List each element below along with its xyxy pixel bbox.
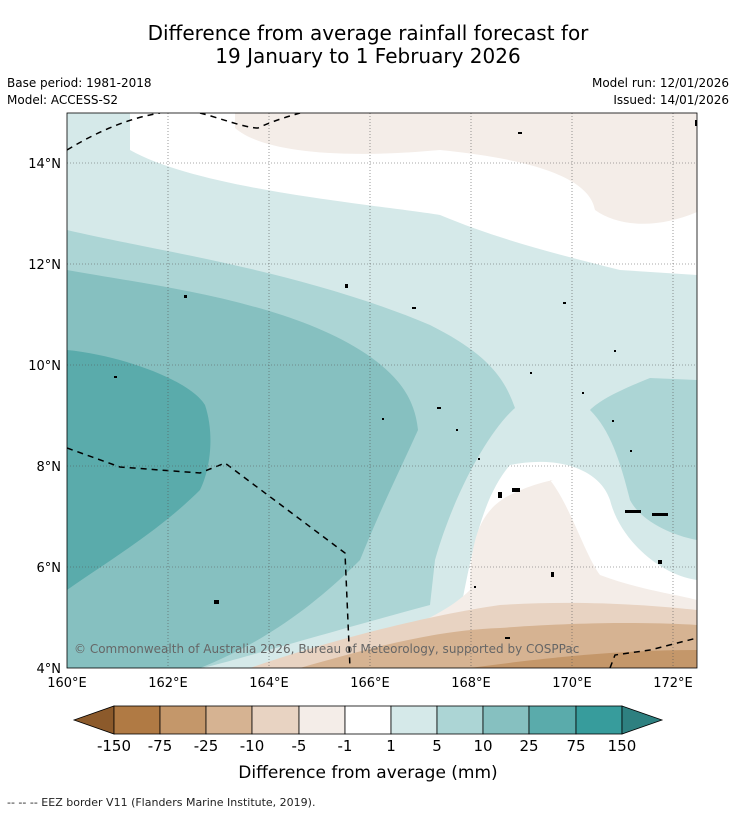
issued-date: Issued: 14/01/2026 <box>613 93 729 107</box>
wet-25mm-core <box>67 350 211 590</box>
lat-label: 12°N <box>28 258 61 273</box>
lat-label: 6°N <box>37 561 62 576</box>
eez-footnote: -- -- -- EEZ border V11 (Flanders Marine… <box>7 796 316 809</box>
colorbar-swatch <box>575 705 623 735</box>
colorbar-tick: 25 <box>519 737 538 755</box>
lon-label: 170°E <box>552 676 592 691</box>
map-gridlines <box>67 113 697 668</box>
colorbar-swatch <box>113 705 161 735</box>
meta-right: Model run: 12/01/2026 Issued: 14/01/2026 <box>592 75 729 109</box>
colorbar-tick: 1 <box>386 737 396 755</box>
colorbar-swatch <box>344 705 392 735</box>
colorbar-ticks: -150 -75 -25 -10 -5 -1 1 5 10 25 75 150 <box>97 737 636 755</box>
colorbar-extend-high <box>621 705 664 735</box>
colorbar-tick: 75 <box>566 737 585 755</box>
colorbar-tick: 10 <box>473 737 492 755</box>
lat-axis: 14°N 12°N 10°N 8°N 6°N 4°N <box>28 157 61 677</box>
title-line-1: Difference from average rainfall forecas… <box>147 21 589 45</box>
eez-border-nw <box>67 113 161 151</box>
map-contours <box>67 113 697 668</box>
colorbar-swatch <box>482 705 530 735</box>
lat-label: 10°N <box>28 359 61 374</box>
eez-border-n <box>199 113 301 129</box>
copyright-text: © Commonwealth of Australia 2026, Bureau… <box>74 642 579 656</box>
lat-label: 14°N <box>28 157 61 172</box>
wet-5mm-east <box>590 378 697 540</box>
lon-label: 164°E <box>249 676 289 691</box>
colorbar-tick: -1 <box>338 737 353 755</box>
lat-label: 8°N <box>37 460 62 475</box>
colorbar-swatch <box>298 705 346 735</box>
lat-label: 4°N <box>37 662 62 677</box>
colorbar-swatch <box>528 705 577 735</box>
model-name: Model: ACCESS-S2 <box>7 93 119 107</box>
lon-label: 166°E <box>350 676 390 691</box>
colorbar-tick: -75 <box>148 737 173 755</box>
dry-minus25-southeast <box>470 650 697 668</box>
colorbar-tick: -10 <box>240 737 265 755</box>
eez-border-center <box>67 447 351 668</box>
colorbar-label: Difference from average (mm) <box>238 763 497 783</box>
colorbar-tick: 150 <box>608 737 637 755</box>
lon-label: 160°E <box>47 676 87 691</box>
lon-label: 172°E <box>653 676 693 691</box>
lon-axis: 160°E 162°E 164°E 166°E 168°E 170°E 172°… <box>47 676 693 691</box>
islands <box>114 120 697 639</box>
colorbar-swatch <box>159 705 207 735</box>
lon-label: 168°E <box>451 676 491 691</box>
lon-label: 162°E <box>148 676 188 691</box>
colorbar-swatch <box>205 705 253 735</box>
colorbar-extend-low <box>72 705 115 735</box>
map-frame <box>66 112 698 669</box>
colorbar-tick: 5 <box>432 737 442 755</box>
colorbar-tick: -5 <box>292 737 307 755</box>
colorbar-swatch <box>436 705 484 735</box>
colorbar <box>72 705 664 735</box>
dry-tint-northeast <box>235 113 697 224</box>
colorbar-swatch <box>390 705 438 735</box>
colorbar-swatch <box>251 705 300 735</box>
colorbar-tick: -150 <box>97 737 131 755</box>
wet-10mm-south <box>67 410 330 660</box>
colorbar-tick: -25 <box>194 737 219 755</box>
meta-left: Base period: 1981-2018 Model: ACCESS-S2 <box>7 75 152 109</box>
model-run: Model run: 12/01/2026 <box>591 76 729 90</box>
chart-title: Difference from average rainfall forecas… <box>0 22 736 68</box>
base-period: Base period: 1981-2018 <box>7 76 152 90</box>
title-line-2: 19 January to 1 February 2026 <box>215 44 521 68</box>
